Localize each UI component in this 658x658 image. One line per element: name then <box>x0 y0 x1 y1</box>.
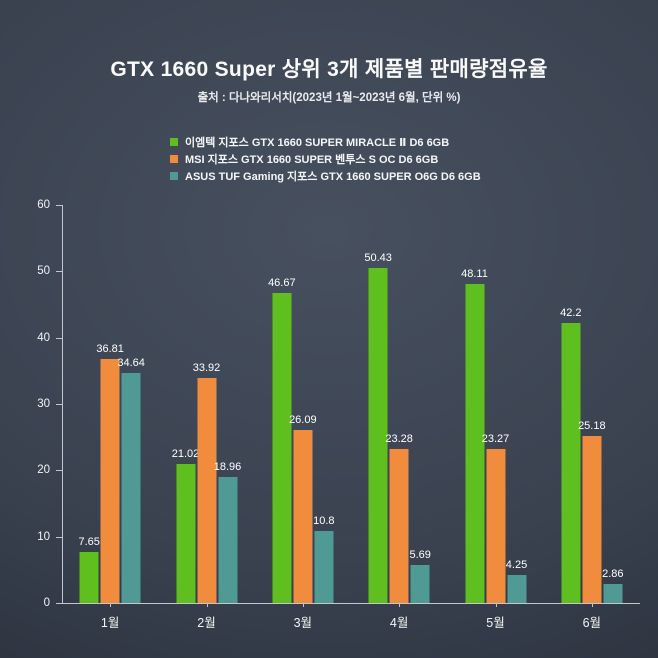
y-axis-tick-label: 40 <box>37 331 50 344</box>
y-axis-tick-label: 30 <box>37 398 50 410</box>
x-axis-category-label: 1월 <box>100 616 120 630</box>
bar: 50.43 <box>364 252 392 603</box>
x-axis-tick <box>399 603 401 607</box>
bar-value-label: 36.81 <box>96 342 124 355</box>
y-axis-tick-label: 50 <box>37 265 50 278</box>
legend-swatch <box>170 137 178 146</box>
bar-group: 21.02 33.92 18.96 <box>172 362 241 603</box>
y-axis-tick <box>56 536 62 538</box>
legend-label: 이엠텍 지포스 GTX 1660 SUPER MIRACLE Ⅱ D6 6GB <box>185 136 450 149</box>
legend-item: ASUS TUF Gaming 지포스 GTX 1660 SUPER O6G D… <box>170 167 481 184</box>
x-axis-line <box>62 603 640 604</box>
y-axis-tick <box>56 271 62 273</box>
bar: 5.69 <box>409 549 431 603</box>
y-axis-tick <box>56 337 62 339</box>
bar-value-label: 33.92 <box>192 362 221 374</box>
bar-value-label: 4.25 <box>505 558 528 571</box>
bar-value-label: 23.27 <box>481 432 510 445</box>
x-axis-category-label: 6월 <box>582 616 602 630</box>
bar-group: 46.67 26.09 10.8 <box>268 277 335 603</box>
legend-swatch <box>170 171 178 180</box>
y-axis-tick <box>56 404 62 405</box>
legend-swatch <box>170 154 178 163</box>
bar: 42.2 <box>560 307 582 603</box>
bar-value-label: 48.11 <box>461 267 488 280</box>
bar: 21.02 <box>172 448 199 603</box>
bar-value-label: 34.64 <box>117 357 145 370</box>
bar: 4.25 <box>506 559 527 603</box>
bar-value-label: 21.02 <box>171 447 200 460</box>
bar-value-label: 26.09 <box>289 413 317 426</box>
plot-area: 0 10 20 30 40 50 60 7.65 36.81 34.64 1월 21.02 33.92 1… <box>37 199 640 630</box>
bar-group: 7.65 36.81 34.64 <box>78 343 145 603</box>
bar-value-label: 50.43 <box>364 252 392 265</box>
x-axis-tick <box>110 603 112 607</box>
bar: 7.65 <box>78 536 100 603</box>
x-axis-category-label: 2월 <box>197 616 216 630</box>
bar: 10.8 <box>313 515 335 603</box>
x-axis-tick <box>591 603 593 607</box>
bar: 23.28 <box>385 433 413 603</box>
chart-subtitle: 출처 : 다나와리서치(2023년 1월~2023년 6월, 단위 %) <box>197 92 461 104</box>
legend-item: MSI 지포스 GTX 1660 SUPER 벤투스 S OC D6 6GB <box>170 150 481 167</box>
chart-title: GTX 1660 Super 상위 3개 제품별 판매량점유율 <box>110 58 548 81</box>
y-axis-tick <box>56 470 62 472</box>
bar-value-label: 5.69 <box>409 549 431 562</box>
legend: 이엠텍 지포스 GTX 1660 SUPER MIRACLE Ⅱ D6 6GB M… <box>170 133 481 184</box>
bar-value-label: 7.65 <box>78 536 100 549</box>
x-axis-category-label: 3월 <box>293 616 313 630</box>
bar: 25.18 <box>578 420 606 603</box>
bar: 34.64 <box>117 357 145 603</box>
bar: 18.96 <box>214 461 241 603</box>
bar: 36.81 <box>96 343 124 603</box>
bar-value-label: 18.96 <box>213 461 242 474</box>
x-axis-tick <box>302 603 304 607</box>
x-axis-category-label: 4월 <box>389 616 409 630</box>
bar-group: 42.2 25.18 2.86 <box>560 307 624 603</box>
y-axis-tick <box>56 205 62 206</box>
bar: 2.86 <box>602 568 624 603</box>
legend-label: MSI 지포스 GTX 1660 SUPER 벤투스 S OC D6 6GB <box>185 153 439 166</box>
bar: 33.92 <box>193 362 220 603</box>
y-axis-tick-label: 60 <box>37 199 50 211</box>
bar: 26.09 <box>289 414 317 603</box>
y-axis-tick <box>56 603 62 604</box>
legend-item: 이엠텍 지포스 GTX 1660 SUPER MIRACLE Ⅱ D6 6GB <box>170 133 481 150</box>
y-axis-tick-label: 0 <box>43 597 50 609</box>
x-axis-tick <box>206 603 208 607</box>
bar-group: 50.43 23.28 5.69 <box>364 252 431 603</box>
bar-value-label: 25.18 <box>578 419 606 432</box>
legend-label: ASUS TUF Gaming 지포스 GTX 1660 SUPER O6G D… <box>185 170 481 183</box>
bar: 23.27 <box>482 433 509 603</box>
bar-value-label: 42.2 <box>560 307 582 320</box>
y-axis-line <box>62 205 63 603</box>
bar-group: 48.11 23.27 4.25 <box>461 268 527 603</box>
bar-value-label: 2.86 <box>602 568 624 581</box>
y-axis-tick-label: 20 <box>37 464 50 477</box>
bar: 46.67 <box>268 277 296 603</box>
bar-value-label: 23.28 <box>385 432 413 445</box>
bar-value-label: 10.8 <box>313 515 335 528</box>
bar-value-label: 46.67 <box>268 277 296 290</box>
x-axis-category-label: 5월 <box>486 616 505 630</box>
x-axis-tick <box>495 603 497 607</box>
bar: 48.11 <box>461 268 488 603</box>
y-axis-tick-label: 10 <box>37 530 50 543</box>
